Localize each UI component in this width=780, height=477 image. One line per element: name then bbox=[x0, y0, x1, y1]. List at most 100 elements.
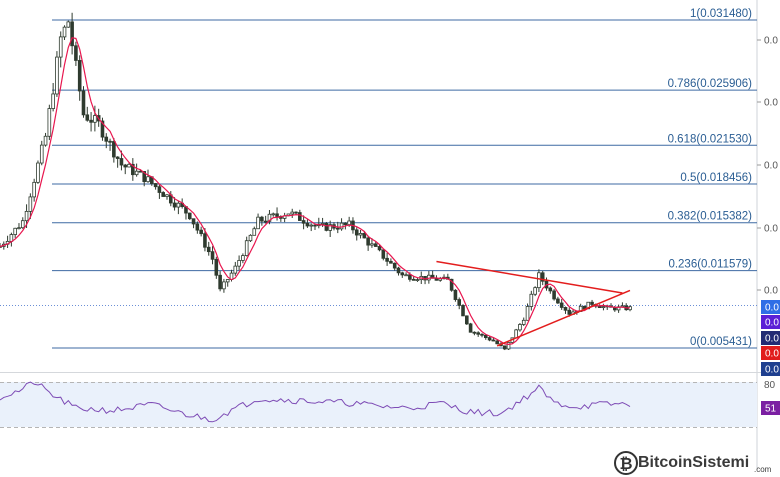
svg-text:0.0: 0.0 bbox=[765, 349, 779, 360]
candle bbox=[119, 150, 124, 171]
candle bbox=[559, 299, 564, 310]
oscillator-badge: 51 bbox=[761, 401, 780, 415]
candle bbox=[187, 212, 192, 221]
fib-level-label: 0.382(0.015382) bbox=[668, 211, 753, 223]
candle bbox=[502, 345, 507, 351]
candle bbox=[218, 271, 222, 292]
candle bbox=[392, 262, 397, 271]
price-badge: 0.0 bbox=[761, 346, 780, 360]
candle bbox=[518, 323, 522, 332]
candle bbox=[28, 193, 33, 220]
candle bbox=[233, 261, 238, 276]
candle bbox=[476, 331, 480, 337]
candle bbox=[161, 191, 165, 197]
candle bbox=[430, 270, 435, 279]
candle bbox=[305, 219, 310, 228]
candle bbox=[601, 303, 606, 311]
candle bbox=[328, 220, 332, 238]
candle bbox=[134, 163, 139, 177]
candle bbox=[81, 86, 86, 118]
candle bbox=[252, 226, 257, 236]
candle bbox=[203, 228, 207, 252]
watermark-name: BitcoinSistemi bbox=[638, 454, 750, 471]
candle bbox=[142, 171, 147, 187]
price-tick-label: 0.0 bbox=[764, 161, 778, 172]
candle bbox=[263, 215, 268, 224]
price-tick-label: 0.0 bbox=[764, 224, 778, 235]
candle bbox=[36, 160, 40, 184]
oscillator-tick-label: 80 bbox=[764, 380, 776, 391]
triangle-upper-line bbox=[436, 260, 623, 294]
candle bbox=[423, 275, 427, 285]
candle bbox=[377, 244, 382, 252]
candle bbox=[104, 133, 109, 149]
candle bbox=[199, 226, 203, 237]
price-tick-label: 0.0 bbox=[764, 36, 778, 47]
fib-level-label: 0.786(0.025906) bbox=[668, 78, 753, 90]
svg-text:0.0: 0.0 bbox=[765, 365, 779, 376]
candle bbox=[324, 221, 329, 232]
candle bbox=[404, 272, 408, 277]
candle bbox=[396, 266, 401, 276]
candle bbox=[74, 41, 78, 66]
candle bbox=[354, 227, 359, 241]
candle bbox=[206, 241, 211, 256]
candle bbox=[153, 182, 158, 190]
price-axis: 0.0 0.0 0.0 0.0 0.0 bbox=[757, 36, 778, 297]
candle bbox=[301, 215, 306, 230]
candle bbox=[17, 223, 21, 230]
candle bbox=[389, 258, 393, 264]
candle bbox=[457, 297, 462, 310]
fib-level-label: 0.236(0.011579) bbox=[668, 259, 752, 271]
candle bbox=[70, 12, 74, 55]
oscillator-axis: 80 51 bbox=[761, 380, 780, 415]
candle bbox=[195, 221, 200, 234]
candle bbox=[282, 212, 287, 223]
candle bbox=[438, 276, 443, 282]
candle bbox=[9, 232, 14, 247]
candle bbox=[427, 271, 431, 284]
candle bbox=[552, 288, 556, 301]
candle bbox=[540, 270, 545, 286]
candle bbox=[157, 184, 162, 199]
candle bbox=[616, 304, 621, 313]
watermark: ₿ BitcoinSistemi .com bbox=[614, 449, 771, 477]
svg-text:₿: ₿ bbox=[619, 454, 632, 473]
candle bbox=[100, 117, 105, 141]
candle bbox=[483, 334, 488, 340]
candle bbox=[339, 218, 344, 231]
candle bbox=[480, 333, 484, 338]
candle bbox=[514, 328, 518, 339]
svg-text:51: 51 bbox=[765, 404, 777, 415]
candle bbox=[131, 158, 135, 181]
candle bbox=[256, 213, 260, 230]
svg-text:0.0: 0.0 bbox=[765, 318, 779, 329]
candle bbox=[537, 269, 541, 293]
candle bbox=[43, 132, 48, 147]
candle bbox=[55, 51, 59, 97]
candle bbox=[62, 25, 67, 41]
candle bbox=[260, 215, 264, 226]
candle bbox=[290, 208, 295, 218]
candle bbox=[521, 317, 526, 326]
candle bbox=[5, 235, 10, 248]
candle bbox=[115, 156, 120, 168]
candle bbox=[176, 200, 181, 215]
candle bbox=[214, 256, 219, 279]
price-tick-label: 0.0 bbox=[764, 286, 778, 297]
candle bbox=[309, 223, 314, 232]
fib-level-label: 0(0.005431) bbox=[690, 336, 752, 348]
candle bbox=[400, 271, 405, 278]
candle bbox=[210, 246, 215, 265]
candle bbox=[191, 218, 196, 229]
candle bbox=[66, 20, 71, 28]
triangle-pattern bbox=[436, 260, 631, 347]
candle bbox=[222, 278, 226, 293]
price-tick-label: 0.0 bbox=[764, 98, 778, 109]
candle bbox=[506, 342, 511, 351]
candle bbox=[465, 315, 469, 325]
price-badges: 0.0 0.0 0.0 0.0 0.0 bbox=[761, 300, 780, 376]
candle bbox=[108, 138, 112, 151]
candle bbox=[248, 234, 253, 243]
svg-text:0.0: 0.0 bbox=[765, 334, 779, 345]
